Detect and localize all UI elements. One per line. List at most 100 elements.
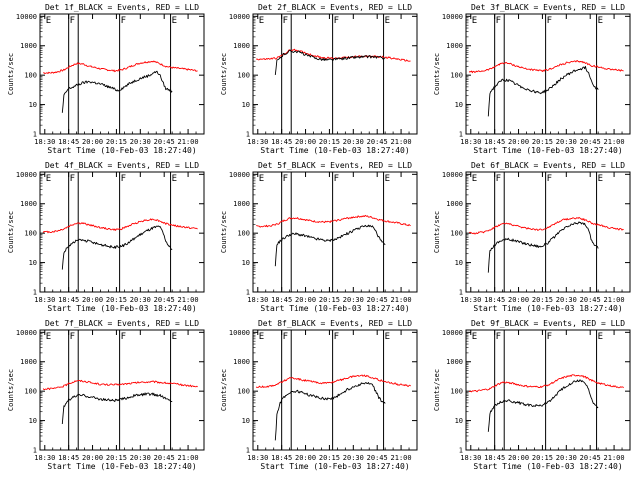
chart-panel-7: Det 7f_BLACK = Events, RED = LLD 18:30 18:… bbox=[7, 319, 205, 471]
state-flag: E bbox=[259, 332, 264, 342]
x-tick-label: 20:45 bbox=[154, 296, 175, 304]
y-tick-label: 1000 bbox=[233, 358, 250, 366]
state-flag: F bbox=[70, 16, 75, 26]
y-tick-label: 1000 bbox=[233, 42, 250, 50]
x-tick-label: 18:45 bbox=[58, 296, 79, 304]
x-tick-label: 21:00 bbox=[604, 138, 625, 146]
x-tick-label: 20:45 bbox=[367, 454, 388, 462]
y-tick-label: 10000 bbox=[442, 329, 463, 337]
y-tick-label: 10000 bbox=[229, 329, 250, 337]
y-tick-label: 1000 bbox=[20, 358, 37, 366]
x-axis-label: Start Time (10-Feb-03 18:27:40) bbox=[47, 462, 196, 471]
x-tick-label: 21:00 bbox=[178, 454, 199, 462]
state-flag: E bbox=[598, 332, 603, 342]
y-tick-label: 100 bbox=[24, 230, 37, 238]
series-events-line bbox=[487, 221, 599, 273]
x-tick-label: 21:00 bbox=[391, 138, 412, 146]
series-events-line bbox=[274, 224, 386, 267]
x-tick-label: 20:00 bbox=[295, 138, 316, 146]
y-tick-label: 100 bbox=[450, 72, 463, 80]
chart-panel-9: Det 9f_BLACK = Events, RED = LLD 18:30 18:… bbox=[433, 319, 631, 471]
x-tick-label: 20:45 bbox=[154, 454, 175, 462]
state-flag: F bbox=[121, 16, 126, 26]
series-events-line bbox=[61, 225, 173, 270]
series-events-line bbox=[274, 382, 386, 441]
state-flag: E bbox=[385, 332, 390, 342]
y-axis-label: Counts/sec bbox=[220, 53, 228, 95]
chart-title: Det 9f_BLACK = Events, RED = LLD bbox=[471, 319, 625, 328]
x-axis-label: Start Time (10-Feb-03 18:27:40) bbox=[260, 146, 409, 155]
state-flag: F bbox=[70, 332, 75, 342]
series-lld-line bbox=[468, 60, 624, 74]
series-lld-line bbox=[42, 218, 198, 234]
chart-panel-8: Det 8f_BLACK = Events, RED = LLD 18:30 18:… bbox=[220, 319, 418, 471]
y-tick-label: 1000 bbox=[446, 42, 463, 50]
y-tick-label: 1 bbox=[459, 131, 463, 139]
y-tick-label: 1 bbox=[33, 131, 37, 139]
y-tick-label: 1 bbox=[33, 289, 37, 297]
state-flag: F bbox=[547, 332, 552, 342]
state-flag: E bbox=[472, 332, 477, 342]
y-tick-label: 1000 bbox=[20, 42, 37, 50]
x-tick-label: 20:30 bbox=[343, 296, 364, 304]
state-flag: F bbox=[334, 332, 339, 342]
y-tick-label: 10000 bbox=[229, 13, 250, 21]
x-tick-label: 18:30 bbox=[34, 296, 55, 304]
state-flag: F bbox=[547, 16, 552, 26]
y-tick-label: 1000 bbox=[20, 200, 37, 208]
state-flag: E bbox=[472, 174, 477, 184]
x-tick-label: 20:00 bbox=[508, 138, 529, 146]
state-flag: E bbox=[472, 16, 477, 26]
series-lld-line bbox=[256, 214, 411, 228]
chart-panel-5: Det 5f_BLACK = Events, RED = LLD 18:30 18:… bbox=[220, 161, 418, 313]
x-tick-label: 18:30 bbox=[247, 138, 268, 146]
chart-title: Det 8f_BLACK = Events, RED = LLD bbox=[258, 319, 412, 328]
plot-frame bbox=[39, 13, 205, 135]
x-axis-label: Start Time (10-Feb-03 18:27:40) bbox=[260, 462, 409, 471]
x-tick-label: 20:15 bbox=[319, 138, 340, 146]
series-events-line bbox=[487, 379, 599, 432]
x-axis-label: Start Time (10-Feb-03 18:27:40) bbox=[47, 146, 196, 155]
y-tick-label: 10 bbox=[242, 259, 250, 267]
series-events-line bbox=[61, 70, 173, 113]
y-tick-label: 1 bbox=[459, 447, 463, 455]
y-tick-label: 100 bbox=[237, 72, 250, 80]
series-lld-line bbox=[43, 60, 198, 75]
x-axis-label: Start Time (10-Feb-03 18:27:40) bbox=[260, 304, 409, 313]
y-tick-label: 1000 bbox=[446, 200, 463, 208]
x-tick-label: 20:15 bbox=[106, 296, 127, 304]
state-flag: E bbox=[46, 174, 51, 184]
series-events-line bbox=[274, 49, 386, 75]
y-tick-label: 100 bbox=[450, 388, 463, 396]
x-tick-label: 20:15 bbox=[532, 138, 553, 146]
y-tick-label: 1 bbox=[246, 289, 250, 297]
x-tick-label: 20:00 bbox=[295, 454, 316, 462]
series-lld-line bbox=[42, 379, 198, 391]
x-tick-label: 20:30 bbox=[556, 454, 577, 462]
x-tick-label: 20:30 bbox=[556, 296, 577, 304]
x-tick-label: 18:30 bbox=[247, 296, 268, 304]
state-flag: F bbox=[334, 174, 339, 184]
series-lld-line bbox=[469, 216, 624, 235]
state-flag: E bbox=[259, 16, 264, 26]
y-axis-label: Counts/sec bbox=[7, 53, 15, 95]
y-axis-label: Counts/sec bbox=[433, 211, 441, 253]
chart-panel-1: Det 1f_BLACK = Events, RED = LLD 18:30 18:… bbox=[7, 3, 205, 155]
x-tick-label: 20:15 bbox=[106, 138, 127, 146]
x-tick-label: 20:45 bbox=[154, 138, 175, 146]
chart-title: Det 5f_BLACK = Events, RED = LLD bbox=[258, 161, 412, 170]
chart-title: Det 3f_BLACK = Events, RED = LLD bbox=[471, 3, 625, 12]
state-flag: E bbox=[598, 174, 603, 184]
plot-frame bbox=[465, 171, 631, 293]
state-flag: E bbox=[172, 174, 177, 184]
plot-frame bbox=[465, 13, 631, 135]
x-tick-label: 20:30 bbox=[130, 138, 151, 146]
x-tick-label: 20:15 bbox=[532, 296, 553, 304]
x-tick-label: 20:00 bbox=[82, 138, 103, 146]
y-tick-label: 100 bbox=[237, 388, 250, 396]
state-flag: F bbox=[547, 174, 552, 184]
x-tick-label: 18:45 bbox=[484, 138, 505, 146]
y-tick-label: 10 bbox=[455, 259, 463, 267]
y-tick-label: 10000 bbox=[442, 171, 463, 179]
